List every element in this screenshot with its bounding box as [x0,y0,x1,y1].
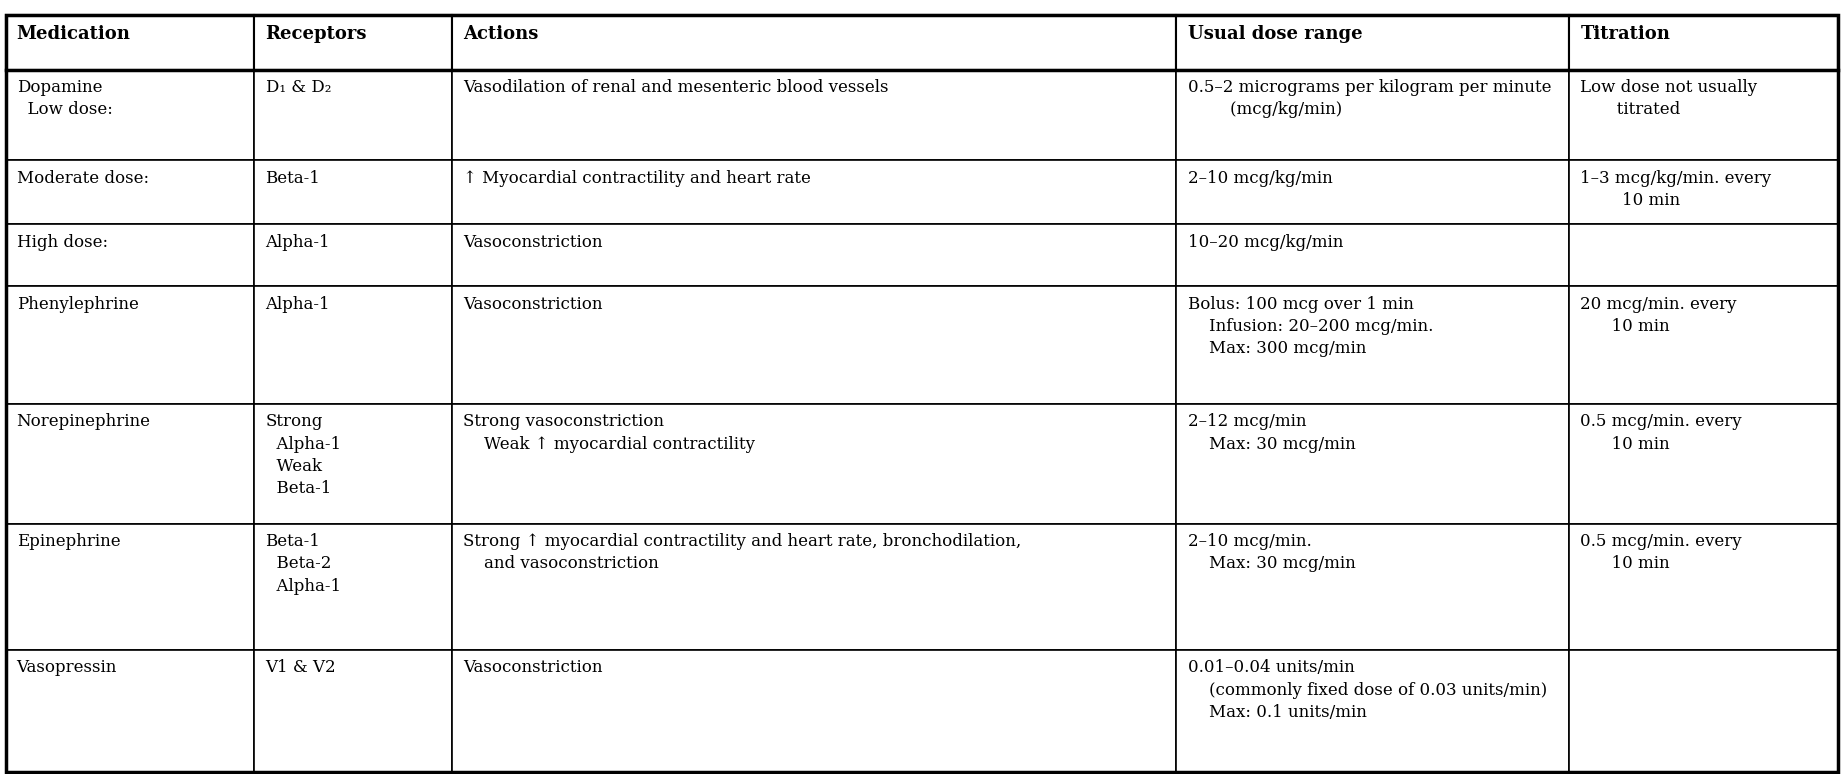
Text: Vasoconstriction: Vasoconstriction [463,234,603,251]
Text: 10–20 mcg/kg/min: 10–20 mcg/kg/min [1188,234,1342,251]
Text: 20 mcg/min. every
      10 min: 20 mcg/min. every 10 min [1580,296,1737,335]
Text: V1 & V2: V1 & V2 [266,659,336,676]
Text: 2–12 mcg/min
    Max: 30 mcg/min: 2–12 mcg/min Max: 30 mcg/min [1188,413,1355,453]
Bar [1176,160,1569,224]
Text: Moderate dose:: Moderate dose: [17,170,149,187]
Bar [1569,650,1838,772]
Text: Vasoconstriction: Vasoconstriction [463,296,603,313]
Text: 0.01–0.04 units/min
    (commonly fixed dose of 0.03 units/min)
    Max: 0.1 uni: 0.01–0.04 units/min (commonly fixed dose… [1188,659,1547,721]
Bar [254,70,452,160]
Bar [1569,524,1838,650]
Bar [6,524,254,650]
Text: 0.5 mcg/min. every
      10 min: 0.5 mcg/min. every 10 min [1580,533,1743,573]
Bar [1176,404,1569,524]
Bar [452,15,1176,70]
Text: Actions: Actions [463,25,538,43]
Bar [254,650,452,772]
Bar [6,286,254,404]
Bar [6,224,254,286]
Bar [1569,404,1838,524]
Bar [1176,70,1569,160]
Bar [254,224,452,286]
Text: Usual dose range: Usual dose range [1188,25,1363,43]
Bar [6,15,254,70]
Bar [1176,524,1569,650]
Bar [6,404,254,524]
Text: Norepinephrine: Norepinephrine [17,413,151,430]
Text: Low dose not usually
       titrated: Low dose not usually titrated [1580,79,1757,118]
Text: Strong
  Alpha-1
  Weak
  Beta-1: Strong Alpha-1 Weak Beta-1 [266,413,341,497]
Bar [452,404,1176,524]
Text: Vasoconstriction: Vasoconstriction [463,659,603,676]
Bar [1569,15,1838,70]
Bar [254,286,452,404]
Text: Epinephrine: Epinephrine [17,533,120,550]
Text: Receptors: Receptors [266,25,367,43]
Text: Vasodilation of renal and mesenteric blood vessels: Vasodilation of renal and mesenteric blo… [463,79,889,96]
Text: Alpha-1: Alpha-1 [266,296,330,313]
Bar [452,650,1176,772]
Text: Medication: Medication [17,25,131,43]
Bar [6,70,254,160]
Bar [1176,224,1569,286]
Bar [1176,286,1569,404]
Bar [254,160,452,224]
Text: 2–10 mcg/min.
    Max: 30 mcg/min: 2–10 mcg/min. Max: 30 mcg/min [1188,533,1355,573]
Bar [1569,224,1838,286]
Text: Strong vasoconstriction
    Weak ↑ myocardial contractility: Strong vasoconstriction Weak ↑ myocardia… [463,413,754,453]
Bar [6,650,254,772]
Text: Alpha-1: Alpha-1 [266,234,330,251]
Bar [6,160,254,224]
Text: 0.5 mcg/min. every
      10 min: 0.5 mcg/min. every 10 min [1580,413,1743,453]
Text: Beta-1
  Beta-2
  Alpha-1: Beta-1 Beta-2 Alpha-1 [266,533,341,594]
Bar [1176,15,1569,70]
Text: Titration: Titration [1580,25,1671,43]
Text: Strong ↑ myocardial contractility and heart rate, bronchodilation,
    and vasoc: Strong ↑ myocardial contractility and he… [463,533,1022,573]
Text: Beta-1: Beta-1 [266,170,321,187]
Text: D₁ & D₂: D₁ & D₂ [266,79,330,96]
Text: 2–10 mcg/kg/min: 2–10 mcg/kg/min [1188,170,1331,187]
Text: Phenylephrine: Phenylephrine [17,296,138,313]
Text: Vasopressin: Vasopressin [17,659,116,676]
Text: ↑ Myocardial contractility and heart rate: ↑ Myocardial contractility and heart rat… [463,170,811,187]
Bar [452,524,1176,650]
Bar [452,160,1176,224]
Text: 0.5–2 micrograms per kilogram per minute
        (mcg/kg/min): 0.5–2 micrograms per kilogram per minute… [1188,79,1551,118]
Bar [254,15,452,70]
Bar [254,404,452,524]
Bar [1569,286,1838,404]
Bar [1176,650,1569,772]
Bar [452,286,1176,404]
Text: Bolus: 100 mcg over 1 min
    Infusion: 20–200 mcg/min.
    Max: 300 mcg/min: Bolus: 100 mcg over 1 min Infusion: 20–2… [1188,296,1433,357]
Bar [254,524,452,650]
Text: 1–3 mcg/kg/min. every
        10 min: 1–3 mcg/kg/min. every 10 min [1580,170,1772,209]
Bar [452,70,1176,160]
Text: High dose:: High dose: [17,234,107,251]
Bar [1569,70,1838,160]
Bar [452,224,1176,286]
Bar [1569,160,1838,224]
Text: Dopamine
  Low dose:: Dopamine Low dose: [17,79,112,118]
